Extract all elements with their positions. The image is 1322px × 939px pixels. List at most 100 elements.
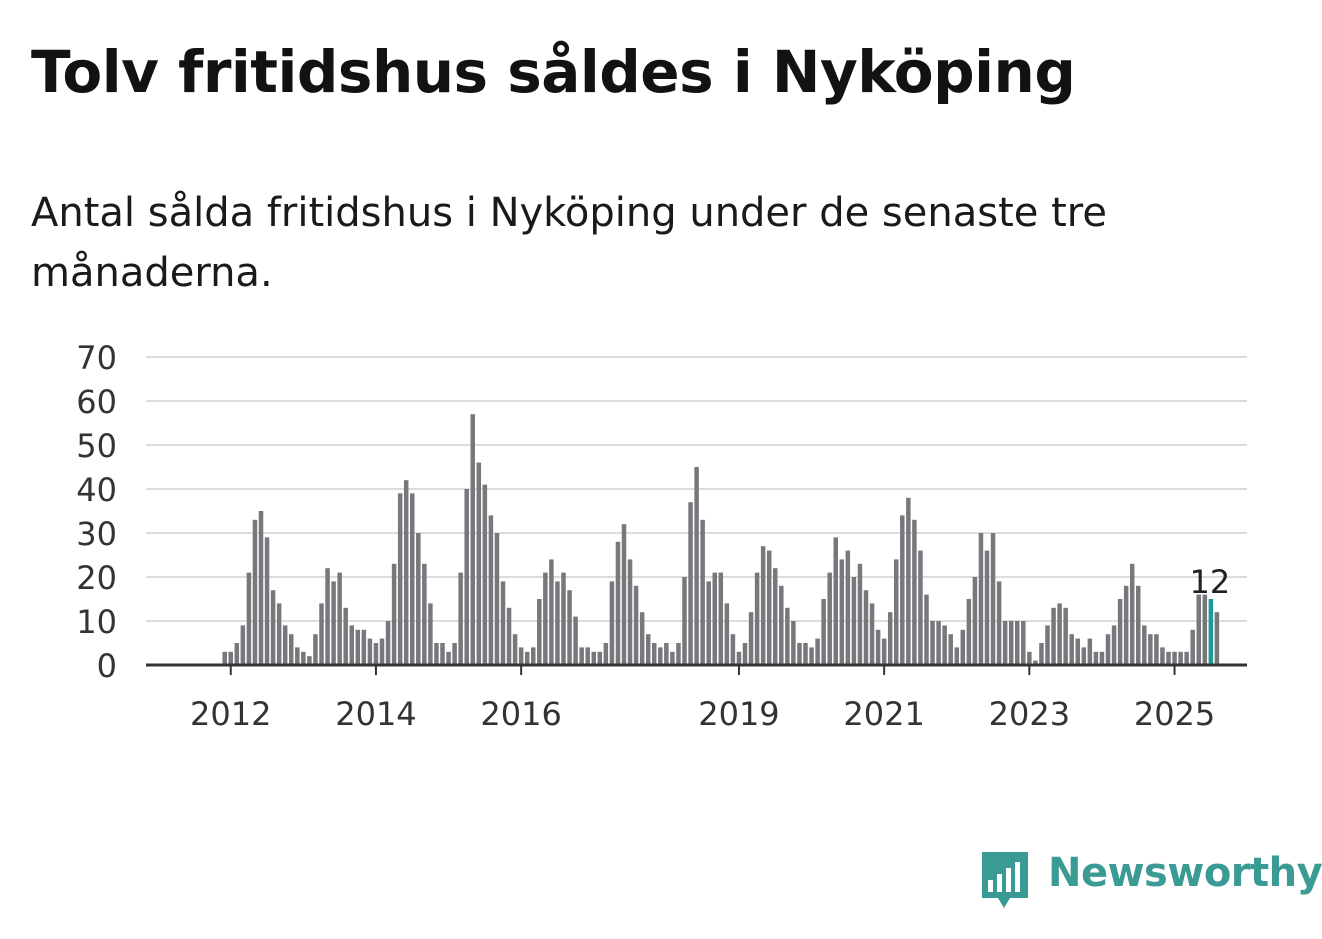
bar — [978, 533, 984, 665]
bar — [434, 643, 439, 665]
bar — [906, 497, 911, 665]
bar — [948, 634, 953, 665]
bar — [863, 590, 869, 665]
bar — [1166, 651, 1171, 665]
bar — [1051, 607, 1056, 665]
bar — [282, 625, 288, 665]
bar — [779, 585, 784, 665]
bar — [851, 577, 857, 665]
bar — [506, 607, 512, 665]
bar — [633, 585, 639, 665]
bar — [936, 621, 941, 665]
bar — [458, 572, 463, 665]
bar — [658, 647, 663, 665]
bar — [639, 612, 645, 665]
bar-chart-speech-bubble-icon — [982, 852, 1028, 908]
bar — [730, 634, 736, 665]
bar — [1196, 594, 1201, 665]
bar — [222, 651, 227, 665]
bar — [803, 643, 808, 665]
bar — [240, 625, 246, 665]
y-tick-label: 30 — [76, 515, 117, 553]
x-tick-label: 2012 — [190, 695, 271, 733]
bar — [440, 643, 445, 665]
bar — [373, 643, 379, 665]
bar — [597, 651, 603, 665]
x-tick-label: 2019 — [698, 695, 779, 733]
bar — [918, 550, 923, 665]
bar — [561, 572, 566, 665]
bar — [1039, 643, 1044, 665]
bar — [494, 533, 500, 665]
bar — [984, 550, 990, 665]
bar — [585, 647, 590, 665]
bar — [966, 599, 972, 665]
bar — [1208, 599, 1214, 665]
bar — [748, 612, 754, 665]
bar — [422, 563, 427, 665]
bar — [621, 524, 627, 665]
bar — [960, 629, 966, 665]
y-tick-label: 40 — [76, 471, 117, 509]
y-tick-label: 60 — [76, 383, 117, 421]
bar — [1015, 621, 1020, 665]
bar — [379, 638, 385, 665]
bar — [615, 541, 621, 665]
bar — [403, 480, 409, 665]
bar — [1123, 585, 1129, 665]
bar — [1214, 612, 1220, 665]
y-tick-label: 0 — [97, 647, 117, 685]
bar — [228, 651, 233, 665]
data-label: 12 — [1189, 563, 1230, 601]
chart-title: Tolv fritidshus såldes i Nyköping — [31, 38, 1076, 106]
bar — [954, 647, 959, 665]
bar — [1190, 629, 1195, 665]
bar — [1142, 625, 1147, 665]
bar — [270, 590, 276, 665]
bar — [313, 634, 318, 665]
y-tick-label: 20 — [76, 559, 117, 597]
bar — [1081, 647, 1087, 665]
bar — [718, 572, 724, 665]
bar — [397, 493, 403, 665]
bar — [1172, 651, 1177, 665]
bar — [524, 651, 530, 665]
bar — [694, 467, 699, 665]
bar — [912, 519, 917, 665]
bar — [1057, 603, 1062, 665]
bar — [264, 537, 270, 665]
bar — [760, 546, 766, 665]
bar — [1033, 660, 1038, 665]
bar — [1087, 638, 1093, 665]
bar — [1099, 651, 1105, 665]
bar — [1178, 651, 1183, 665]
bar — [900, 515, 905, 665]
x-tick-label: 2021 — [843, 695, 924, 733]
bar — [869, 603, 875, 665]
bar — [815, 638, 820, 665]
bar — [518, 647, 524, 665]
bar — [1105, 634, 1111, 665]
bar — [355, 629, 361, 665]
bar — [996, 581, 1002, 665]
bar — [331, 581, 336, 665]
bar — [319, 603, 324, 665]
bar — [500, 581, 506, 665]
bar — [337, 572, 342, 665]
bar — [670, 651, 675, 665]
bar — [452, 643, 457, 665]
bar — [676, 643, 681, 665]
bar — [652, 643, 657, 665]
bar — [924, 594, 929, 665]
bar — [791, 621, 796, 665]
bar — [1154, 634, 1159, 665]
bar — [785, 607, 790, 665]
bar — [555, 581, 560, 665]
bar — [894, 559, 899, 665]
bar — [1008, 621, 1014, 665]
bar — [234, 643, 240, 665]
bar — [416, 533, 421, 665]
bar — [295, 647, 300, 665]
bar — [349, 625, 354, 665]
bar — [664, 643, 669, 665]
